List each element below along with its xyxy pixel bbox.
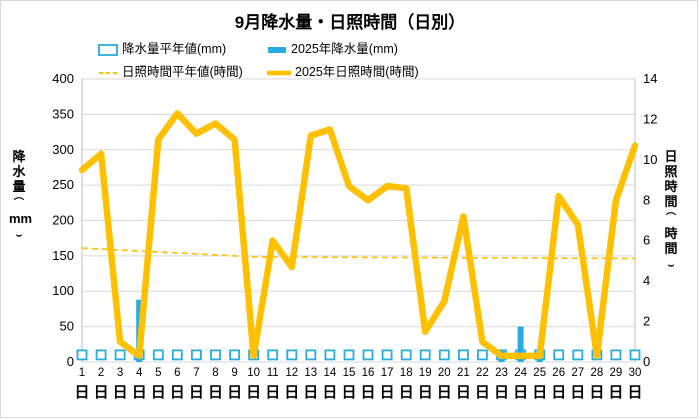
svg-text:14: 14 [643,71,657,86]
svg-text:9: 9 [231,367,237,379]
svg-text:15: 15 [343,367,356,379]
svg-text:300: 300 [52,142,74,157]
svg-text:10: 10 [247,367,260,379]
svg-text:400: 400 [52,71,74,86]
svg-text:0: 0 [643,354,650,369]
svg-text:26: 26 [552,367,565,379]
svg-text:日: 日 [570,384,585,401]
svg-text:日: 日 [227,384,242,401]
svg-text:24: 24 [514,367,527,379]
svg-text:21: 21 [457,367,470,379]
svg-text:19: 19 [419,367,432,379]
svg-text:22: 22 [476,367,489,379]
svg-text:日: 日 [380,384,395,401]
svg-text:日: 日 [132,384,147,401]
svg-text:29: 29 [610,367,623,379]
svg-text:日: 日 [170,384,185,401]
svg-text:2: 2 [643,314,650,329]
svg-text:12: 12 [643,111,657,126]
svg-text:日: 日 [532,384,547,401]
svg-text:1: 1 [79,367,85,379]
svg-text:350: 350 [52,106,74,121]
svg-text:11: 11 [267,367,279,379]
svg-text:20: 20 [438,367,451,379]
svg-text:日: 日 [513,384,528,401]
svg-text:日: 日 [475,384,490,401]
svg-text:日: 日 [322,384,337,401]
svg-text:10: 10 [643,152,657,167]
svg-text:日: 日 [151,384,166,401]
svg-text:6: 6 [643,233,650,248]
svg-text:12: 12 [285,367,298,379]
svg-text:日: 日 [399,384,414,401]
svg-text:28: 28 [591,367,604,379]
svg-text:150: 150 [52,248,74,263]
svg-text:日: 日 [341,384,356,401]
svg-text:100: 100 [52,283,74,298]
svg-text:日: 日 [94,384,109,401]
svg-text:14: 14 [324,367,337,379]
svg-text:日: 日 [113,384,128,401]
svg-text:日: 日 [74,384,89,401]
svg-text:30: 30 [629,367,642,379]
svg-text:7: 7 [193,367,199,379]
svg-text:6: 6 [174,367,180,379]
svg-text:日: 日 [589,384,604,401]
svg-text:25: 25 [533,367,546,379]
svg-text:18: 18 [400,367,413,379]
svg-text:日: 日 [456,384,471,401]
svg-text:8: 8 [212,367,218,379]
svg-text:日: 日 [437,384,452,401]
svg-text:日: 日 [418,384,433,401]
svg-text:日: 日 [360,384,375,401]
svg-text:17: 17 [381,367,394,379]
svg-text:日: 日 [608,384,623,401]
svg-text:日: 日 [303,384,318,401]
svg-text:日: 日 [208,384,223,401]
svg-text:4: 4 [136,367,143,379]
svg-text:日: 日 [284,384,299,401]
svg-text:4: 4 [643,273,650,288]
svg-text:2: 2 [98,367,104,379]
svg-text:8: 8 [643,192,650,207]
svg-text:0: 0 [67,354,74,369]
svg-text:16: 16 [362,367,375,379]
svg-text:日: 日 [551,384,566,401]
svg-text:13: 13 [304,367,317,379]
svg-text:日: 日 [627,384,642,401]
svg-text:200: 200 [52,213,74,228]
svg-text:日: 日 [265,384,280,401]
svg-text:50: 50 [60,319,74,334]
svg-text:23: 23 [495,367,508,379]
svg-text:5: 5 [155,367,161,379]
svg-text:日: 日 [494,384,509,401]
svg-text:日: 日 [246,384,261,401]
svg-text:3: 3 [117,367,123,379]
svg-text:250: 250 [52,177,74,192]
svg-text:27: 27 [571,367,584,379]
svg-text:日: 日 [189,384,204,401]
